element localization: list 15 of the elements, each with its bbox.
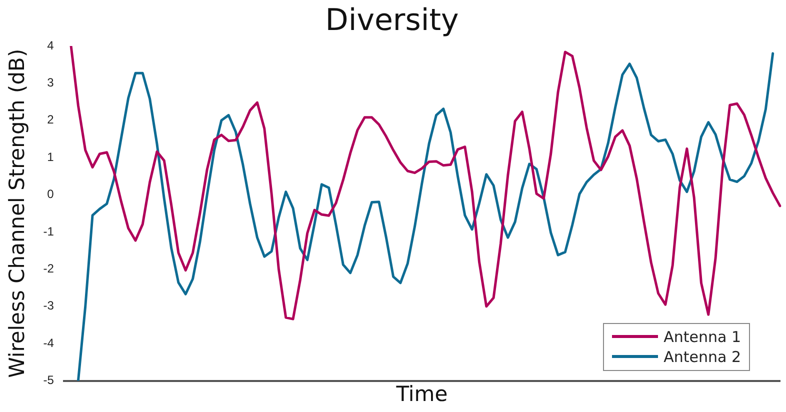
y-tick-label: -4 [43, 336, 54, 350]
y-tick-label: -2 [43, 262, 54, 276]
y-tick-label: -5 [43, 373, 54, 388]
x-axis-title: Time [395, 382, 448, 406]
y-tick-label: -1 [43, 224, 54, 238]
y-tick-label: -3 [43, 298, 54, 313]
y-tick-label: 1 [47, 150, 54, 164]
y-tick-label: 3 [47, 76, 54, 90]
y-axis-title: Wireless Channel Strength (dB) [5, 48, 30, 378]
y-tick-label: 0 [47, 187, 54, 202]
y-tick-label: 2 [47, 112, 54, 127]
legend-label: Antenna 2 [664, 346, 741, 367]
legend-label: Antenna 1 [664, 326, 741, 347]
y-tick-label: 4 [47, 38, 54, 52]
chart-title: Diversity [325, 2, 459, 38]
